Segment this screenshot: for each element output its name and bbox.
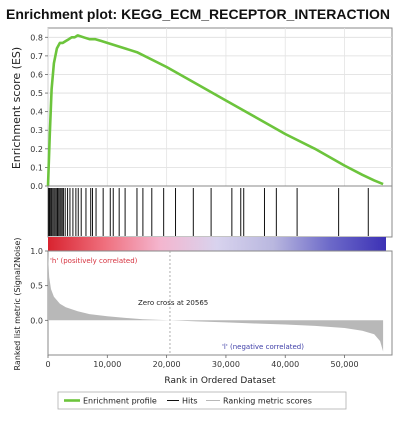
es-y-tick-label: 0.0 — [30, 182, 43, 191]
x-tick-label: 50,000 — [331, 360, 359, 369]
legend-box — [57, 391, 347, 410]
es-y-tick-label: 0.1 — [30, 163, 43, 172]
es-y-tick-label: 0.7 — [30, 52, 43, 61]
es-y-tick-label: 0.6 — [30, 70, 43, 79]
ranking-panel-frame — [47, 250, 393, 356]
hits-panel-frame — [47, 185, 393, 238]
negative-correlation-label: 'l' (negative correlated) — [222, 343, 304, 351]
x-tick-label: 20,000 — [153, 360, 181, 369]
legend: Enrichment profile Hits Ranking metric s… — [57, 391, 347, 410]
es-series-line — [46, 34, 384, 187]
hits-group — [48, 188, 369, 236]
positive-correlation-label: 'h' (positively correlated) — [50, 257, 138, 265]
ranking-y-tick-label: 1.0 — [30, 247, 43, 256]
es-y-axis-label: Enrichment score (ES) — [10, 47, 23, 169]
zero-cross-label: Zero cross at 20565 — [138, 299, 208, 307]
legend-ranking-label: Ranking metric scores — [223, 397, 312, 406]
legend-hits-label: Hits — [182, 397, 198, 406]
ranking-y-axis-label: Ranked list metric (Signal2Noise) — [13, 238, 22, 371]
x-axis-label: Rank in Ordered Dataset — [164, 376, 276, 386]
x-tick-label: 40,000 — [271, 360, 299, 369]
ranking-y-ticks: 1.0 0.5 0.0 — [30, 247, 48, 325]
ranking-y-tick-label: 0.0 — [30, 316, 43, 325]
es-y-tick-label: 0.5 — [30, 89, 43, 98]
es-y-tick-label: 0.3 — [30, 126, 43, 135]
es-y-tick-label: 0.8 — [30, 33, 43, 42]
legend-enrichment-label: Enrichment profile — [83, 397, 157, 406]
es-y-tick-label: 0.4 — [30, 108, 43, 117]
es-y-tick-label: 0.2 — [30, 145, 43, 154]
ranking-metric-area — [48, 254, 384, 352]
x-ticks: 0 10,000 20,000 30,000 40,000 50,000 — [45, 355, 359, 369]
x-tick-label: 30,000 — [212, 360, 240, 369]
x-tick-label: 10,000 — [93, 360, 121, 369]
es-y-ticks: 0.0 0.1 0.2 0.3 0.4 0.5 0.6 0.7 0.8 — [30, 33, 48, 191]
chart-title: Enrichment plot: KEGG_ECM_RECEPTOR_INTER… — [6, 6, 390, 22]
x-tick-label: 0 — [45, 360, 50, 369]
ranking-y-tick-label: 0.5 — [30, 282, 43, 291]
ranked-gradient-bar — [48, 237, 386, 251]
